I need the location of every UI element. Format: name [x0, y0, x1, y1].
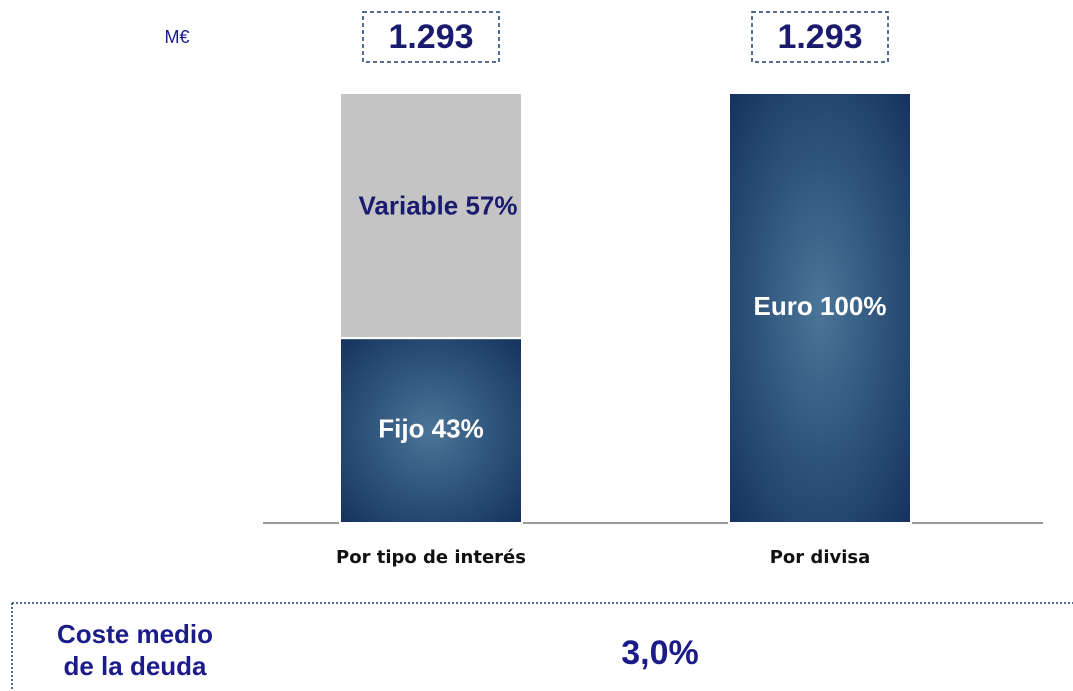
data-label: Euro 100%	[754, 291, 887, 321]
total-box	[362, 11, 500, 63]
x-tick-label: Por divisa	[770, 547, 871, 568]
footer-label: de la deuda	[63, 651, 207, 681]
data-label: Fijo 43%	[378, 413, 483, 443]
total-box	[751, 11, 889, 63]
unit-label: M€	[164, 27, 189, 47]
x-tick-label: Por tipo de interés	[336, 547, 526, 568]
data-label: Variable 57%	[359, 190, 518, 220]
bar-segment	[339, 337, 523, 524]
bar-segment	[728, 92, 912, 524]
total-label: 1.293	[777, 18, 862, 56]
footer-value: 3,0%	[621, 634, 699, 672]
bar-segment	[339, 92, 523, 340]
total-label: 1.293	[388, 18, 473, 56]
footer-box	[11, 602, 1073, 691]
footer-label: Coste medio	[57, 619, 213, 649]
